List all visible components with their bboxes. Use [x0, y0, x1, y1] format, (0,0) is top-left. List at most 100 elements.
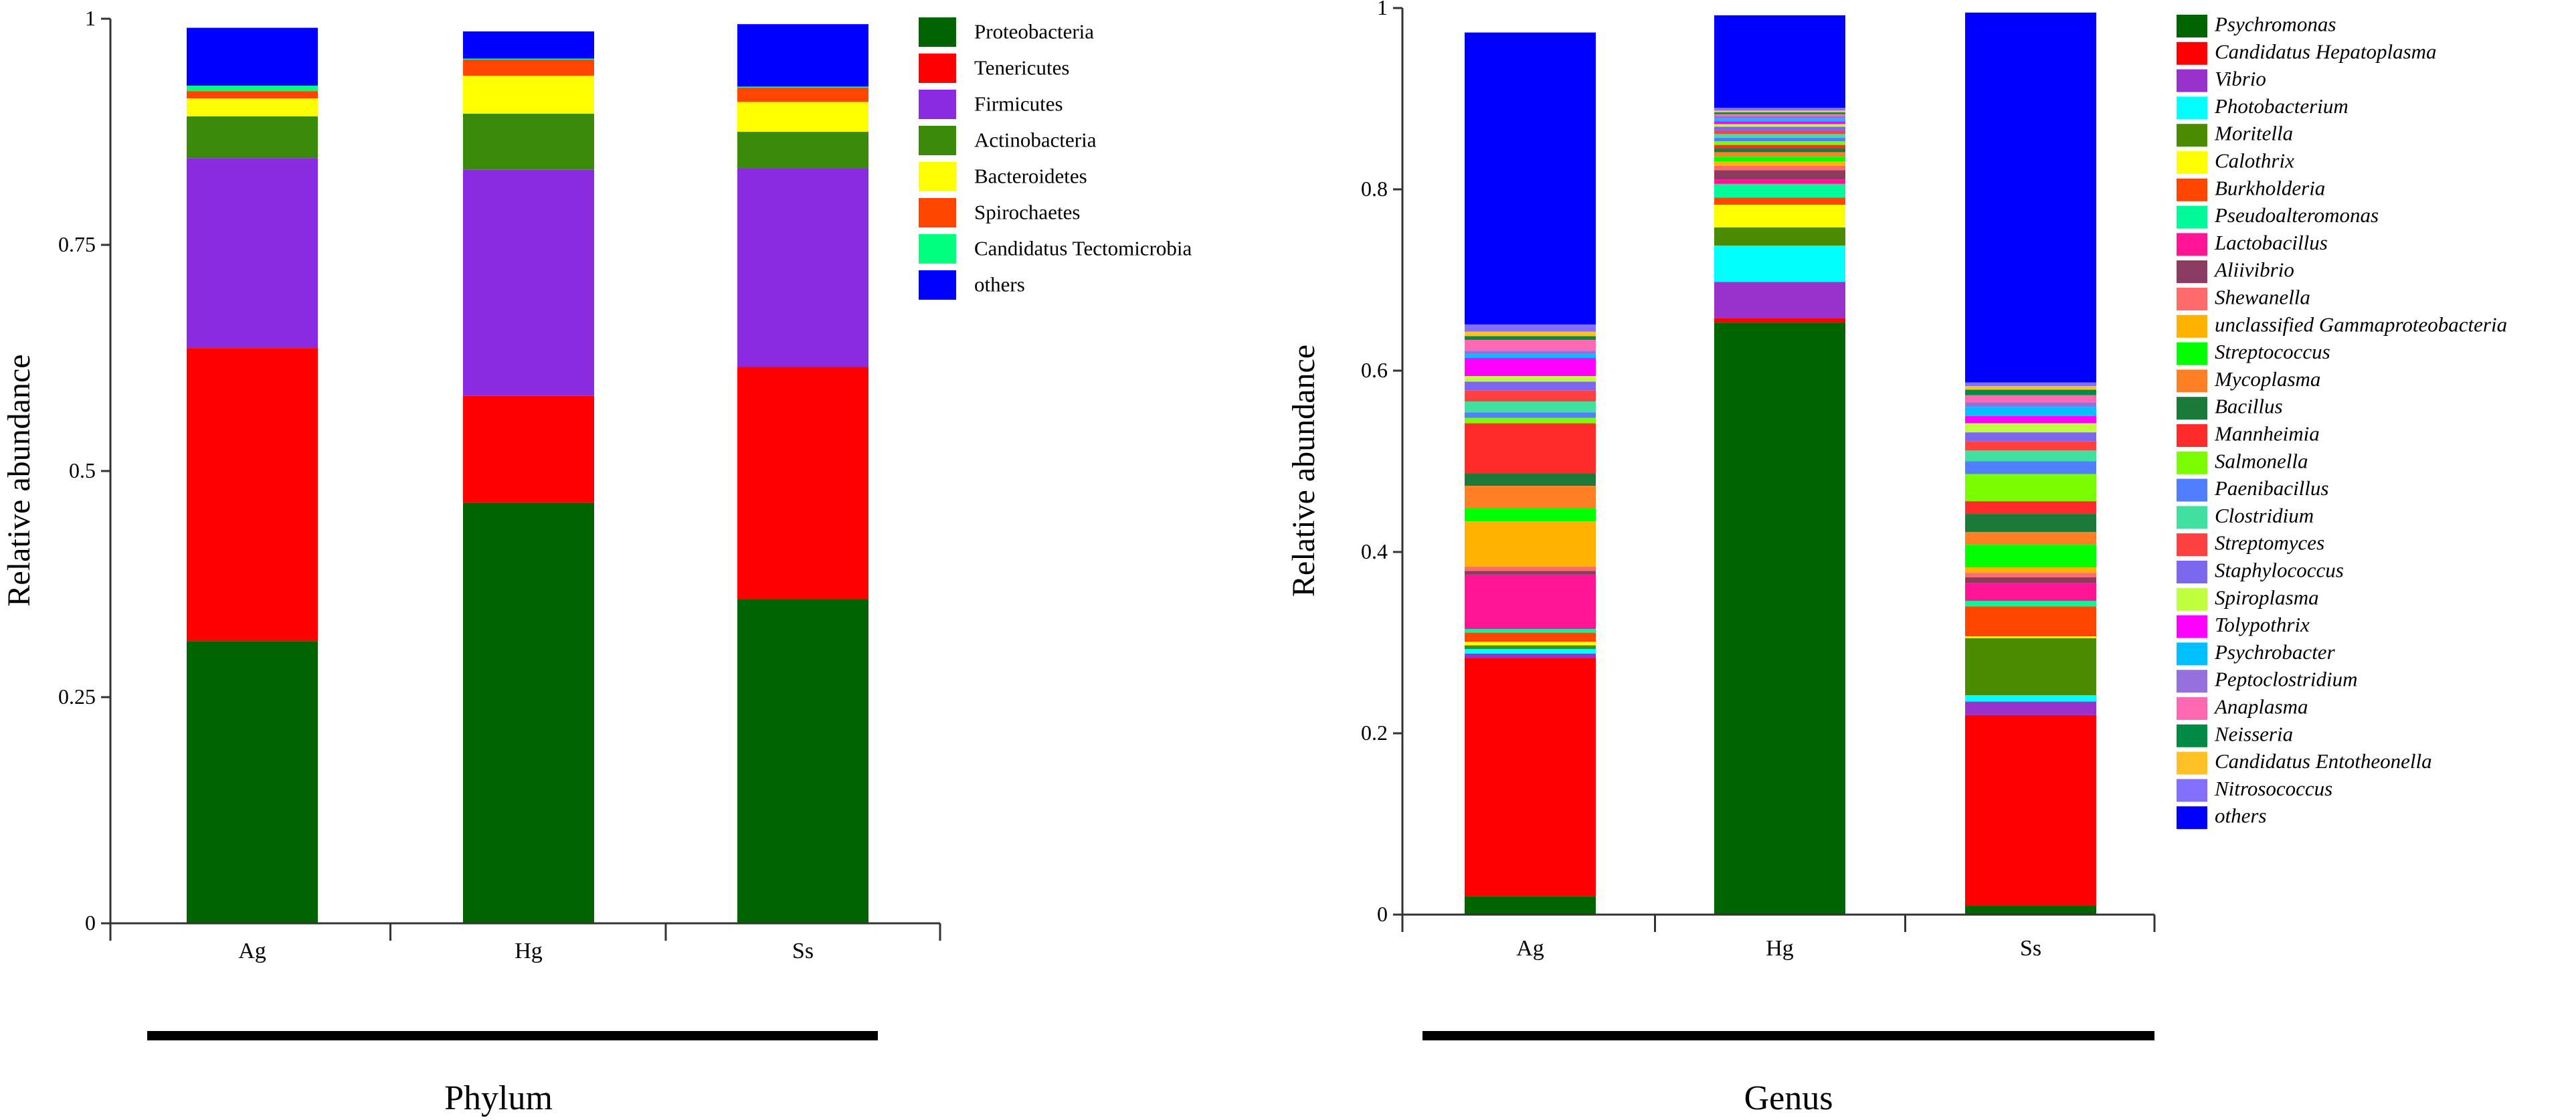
- genus-legend-label-streptococcus: Streptococcus: [2215, 340, 2330, 363]
- genus-y-tick-label: 0.2: [1361, 721, 1388, 745]
- genus-bar-ag-pseudoalteromonas: [1465, 629, 1596, 633]
- genus-legend-label-mannheimia: Mannheimia: [2214, 422, 2320, 445]
- genus-bar-ag-lactobacillus: [1465, 574, 1596, 630]
- genus-legend-swatch-pseudoalteromonas: [2177, 205, 2207, 229]
- genus-bar-ag-vibrio: [1465, 653, 1596, 658]
- genus-legend-swatch-burkholderia: [2177, 178, 2207, 201]
- genus-legend-label-paenibacillus: Paenibacillus: [2214, 476, 2328, 500]
- genus-bar-hg-candidatus-hepatoplasma: [1714, 318, 1845, 323]
- phylum-y-tick-label: 0.75: [58, 232, 96, 256]
- phylum-x-tick-label-hg: Hg: [515, 939, 543, 963]
- phylum-legend-swatch-tenericutes: [919, 54, 956, 83]
- genus-legend-label-clostridium: Clostridium: [2215, 504, 2314, 527]
- genus-bar-hg-moritella: [1714, 227, 1845, 246]
- phylum-bar-ss-others: [737, 24, 868, 87]
- genus-legend-label-calothrix: Calothrix: [2215, 149, 2294, 172]
- genus-legend-label-lactobacillus: Lactobacillus: [2214, 231, 2328, 254]
- genus-bar-ag-peptoclostridium: [1465, 351, 1596, 355]
- phylum-bar-ag-actinobacteria: [187, 116, 318, 159]
- genus-bar-ss-moritella: [1965, 638, 2096, 696]
- genus-legend-swatch-psychromonas: [2177, 15, 2207, 37]
- genus-legend-label-candidatus-hepatoplasma: Candidatus Hepatoplasma: [2215, 39, 2437, 63]
- genus-legend-label-pseudoalteromonas: Pseudoalteromonas: [2214, 203, 2379, 227]
- phylum-legend-swatch-spirochaetes: [919, 198, 956, 227]
- genus-bar-hg-aliivibrio: [1714, 170, 1845, 180]
- genus-bar-hg-salmonella: [1714, 141, 1845, 145]
- genus-legend-swatch-aliivibrio: [2177, 260, 2207, 284]
- genus-bar-hg-mycoplasma: [1714, 152, 1845, 157]
- genus-y-tick-label: 0.4: [1361, 539, 1388, 563]
- genus-legend-swatch-streptomyces: [2177, 533, 2207, 557]
- phylum-bar-ag-others: [187, 27, 318, 86]
- genus-bar-ss-candidatus-entotheonella: [1965, 386, 2096, 390]
- phylum-bar-ag-proteobacteria: [187, 641, 318, 923]
- phylum-bar-ss-candidatus-tectomicrobia: [737, 86, 868, 88]
- genus-legend-swatch-vibrio: [2177, 69, 2207, 92]
- genus-bar-hg-lactobacillus: [1714, 179, 1845, 184]
- genus-legend-label-burkholderia: Burkholderia: [2215, 176, 2325, 199]
- genus-bar-ss-salmonella: [1965, 474, 2096, 502]
- genus-bar-ss-mannheimia: [1965, 501, 2096, 515]
- genus-bar-ag-unclassified-gammaproteobacteria: [1465, 521, 1596, 567]
- genus-bar-hg-staphylococcus: [1714, 126, 1845, 130]
- genus-bar-hg-bacillus: [1714, 149, 1845, 153]
- genus-bar-hg-psychromonas: [1714, 322, 1845, 915]
- phylum-bar-ss-spirochaetes: [737, 87, 868, 102]
- phylum-legend-label-actinobacteria: Actinobacteria: [974, 128, 1097, 152]
- genus-bar-ag-tolypothrix: [1465, 358, 1596, 377]
- phylum-bar-hg-actinobacteria: [463, 113, 594, 170]
- genus-bar-ss-aliivibrio: [1965, 577, 2096, 583]
- phylum-bar-ss-proteobacteria: [737, 599, 868, 923]
- genus-bar-hg-shewanella: [1714, 165, 1845, 171]
- genus-bar-ag-mycoplasma: [1465, 486, 1596, 508]
- genus-legend-swatch-peptoclostridium: [2177, 670, 2207, 693]
- phylum-bar-ss-bacteroidetes: [737, 102, 868, 132]
- genus-bar-ag-bacillus: [1465, 473, 1596, 486]
- genus-legend-label-peptoclostridium: Peptoclostridium: [2214, 668, 2358, 691]
- phylum-legend-swatch-others: [919, 270, 956, 300]
- genus-legend-label-others: others: [2215, 804, 2267, 828]
- genus-legend-swatch-unclassified-gammaproteobacteria: [2177, 314, 2207, 338]
- phylum-bar-hg-bacteroidetes: [463, 76, 594, 114]
- genus-bar-ag-calothrix: [1465, 642, 1596, 646]
- genus-legend-swatch-candidatus-hepatoplasma: [2177, 41, 2207, 65]
- phylum-legend: Proteobacteria Tenericutes Firmicutes Actin…: [919, 17, 1192, 300]
- genus-bar-ss-streptomyces: [1965, 441, 2096, 451]
- phylum-legend-swatch-candidatus-tectomicrobia: [919, 234, 956, 264]
- genus-y-tick-label: 0: [1377, 902, 1388, 926]
- genus-legend-label-psychromonas: Psychromonas: [2214, 12, 2336, 35]
- genus-bar-hg-clostridium: [1714, 134, 1845, 138]
- genus-bar-ag-burkholderia: [1465, 632, 1596, 642]
- genus-bar-hg-paenibacillus: [1714, 137, 1845, 142]
- phylum-chart: 0 0.25 0.5 0.75 1 Ag Hg Ss Relative abundance Pro…: [1, 6, 1192, 1117]
- genus-bar-hg-peptoclostridium: [1714, 116, 1845, 119]
- genus-bar-hg-streptococcus: [1714, 157, 1845, 161]
- genus-x-tick-label-ag: Ag: [1516, 936, 1544, 961]
- genus-legend-label-photobacterium: Photobacterium: [2214, 94, 2349, 118]
- phylum-legend-label-proteobacteria: Proteobacteria: [974, 20, 1094, 43]
- genus-y-tick-label: 1: [1377, 0, 1388, 19]
- genus-bar-ss-vibrio: [1965, 701, 2096, 715]
- genus-legend-label-neisseria: Neisseria: [2214, 722, 2293, 745]
- genus-bar-ag-shewanella: [1465, 566, 1596, 571]
- genus-bar-hg-burkholderia: [1714, 197, 1845, 205]
- genus-legend-swatch-nitrosococcus: [2177, 779, 2207, 802]
- genus-bar-hg-spiroplasma: [1714, 124, 1845, 127]
- genus-legend-swatch-candidatus-entotheonella: [2177, 751, 2207, 775]
- genus-bar-ss-pseudoalteromonas: [1965, 601, 2096, 607]
- phylum-y-tick-label: 0.5: [69, 458, 96, 482]
- genus-bar-ss-neisseria: [1965, 389, 2096, 395]
- phylum-panel-title: Phylum: [444, 1079, 553, 1117]
- phylum-legend-swatch-firmicutes: [919, 90, 956, 119]
- genus-legend-swatch-salmonella: [2177, 451, 2207, 474]
- genus-x-tick-label-ss: Ss: [2020, 936, 2041, 961]
- genus-legend-swatch-psychrobacter: [2177, 642, 2207, 666]
- genus-bar-ss-tolypothrix: [1965, 415, 2096, 424]
- genus-bar-ag-salmonella: [1465, 417, 1596, 424]
- genus-bar-ag-nitrosococcus: [1465, 324, 1596, 332]
- genus-legend-label-bacillus: Bacillus: [2215, 395, 2283, 418]
- phylum-bar-ag-tenericutes: [187, 348, 318, 642]
- phylum-bar-ss-firmicutes: [737, 168, 868, 367]
- genus-bar-ag-streptococcus: [1465, 508, 1596, 521]
- genus-legend-swatch-anaplasma: [2177, 697, 2207, 720]
